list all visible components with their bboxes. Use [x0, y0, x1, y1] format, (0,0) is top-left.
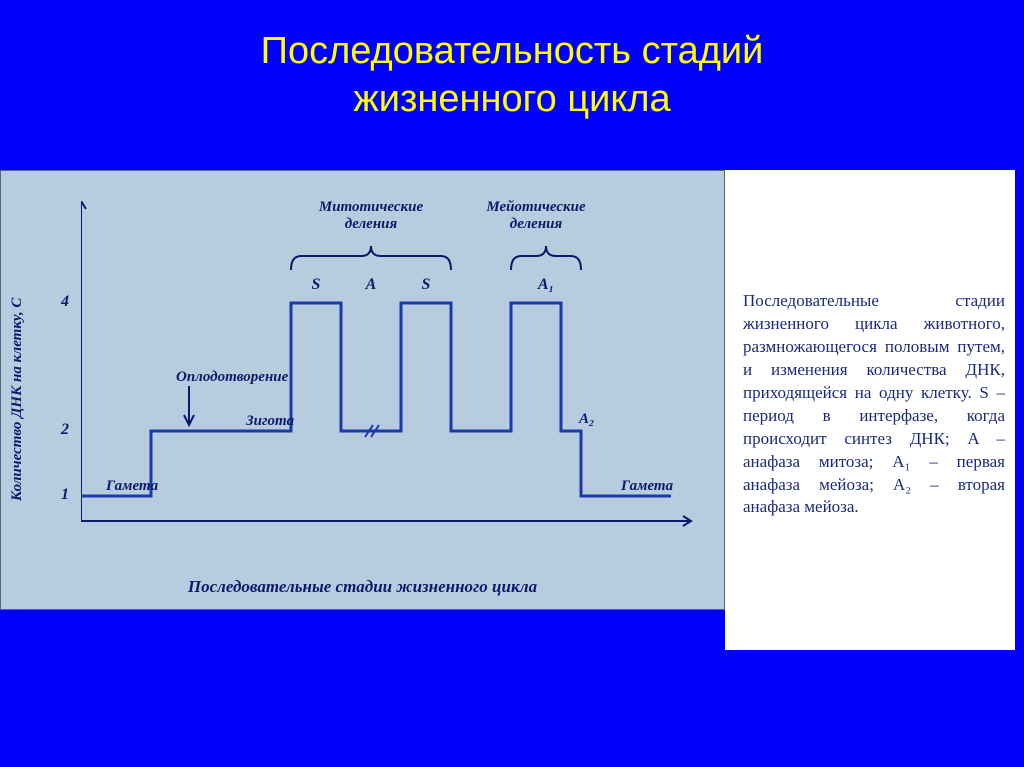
caption-text: Последовательные стадии жизненного цикла…	[743, 291, 1005, 516]
group-label-mitotic: Митотическиеделения	[291, 199, 451, 233]
caption-panel: Последовательные стадии жизненного цикла…	[725, 170, 1015, 650]
svg-text:S: S	[422, 276, 431, 293]
group-label-mitotic-text: Митотическиеделения	[319, 199, 423, 232]
chart-panel: Количество ДНК на клетку, С Последовател…	[0, 170, 725, 610]
y-axis-label: Количество ДНК на клетку, С	[9, 298, 26, 501]
chart-label: Гамета	[621, 478, 673, 495]
content-row: Количество ДНК на клетку, С Последовател…	[0, 170, 1024, 650]
title-line-1: Последовательность стадий	[261, 30, 764, 72]
svg-text:A: A	[365, 276, 377, 293]
group-label-meiotic-text: Мейотическиеделения	[486, 199, 585, 232]
chart-label: A₂	[579, 411, 594, 428]
chart-area: S A S A₁ Гамета Оплодотворение Зигота A₂ Гамет…	[81, 201, 701, 541]
title-line-2: жизненного цикла	[353, 78, 670, 120]
chart-label: Гамета	[106, 478, 158, 495]
x-axis-label: Последовательные стадии жизненного цикла	[1, 577, 724, 597]
svg-text:S: S	[312, 276, 321, 293]
chart-label: Зигота	[246, 413, 294, 430]
slide-title: Последовательность стадий жизненного цик…	[0, 0, 1024, 123]
group-label-meiotic: Мейотическиеделения	[471, 199, 601, 233]
y-tick-4: 4	[61, 293, 69, 311]
step-chart-svg: S A S A₁	[81, 201, 701, 541]
y-tick-1: 1	[61, 486, 69, 504]
y-tick-2: 2	[61, 421, 69, 439]
chart-label: Оплодотворение	[176, 369, 288, 386]
svg-text:A₁: A₁	[537, 276, 554, 293]
